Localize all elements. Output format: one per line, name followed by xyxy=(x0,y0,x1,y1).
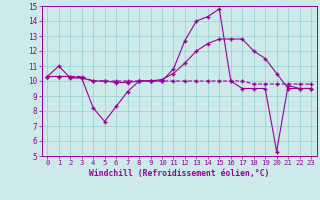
X-axis label: Windchill (Refroidissement éolien,°C): Windchill (Refroidissement éolien,°C) xyxy=(89,169,269,178)
